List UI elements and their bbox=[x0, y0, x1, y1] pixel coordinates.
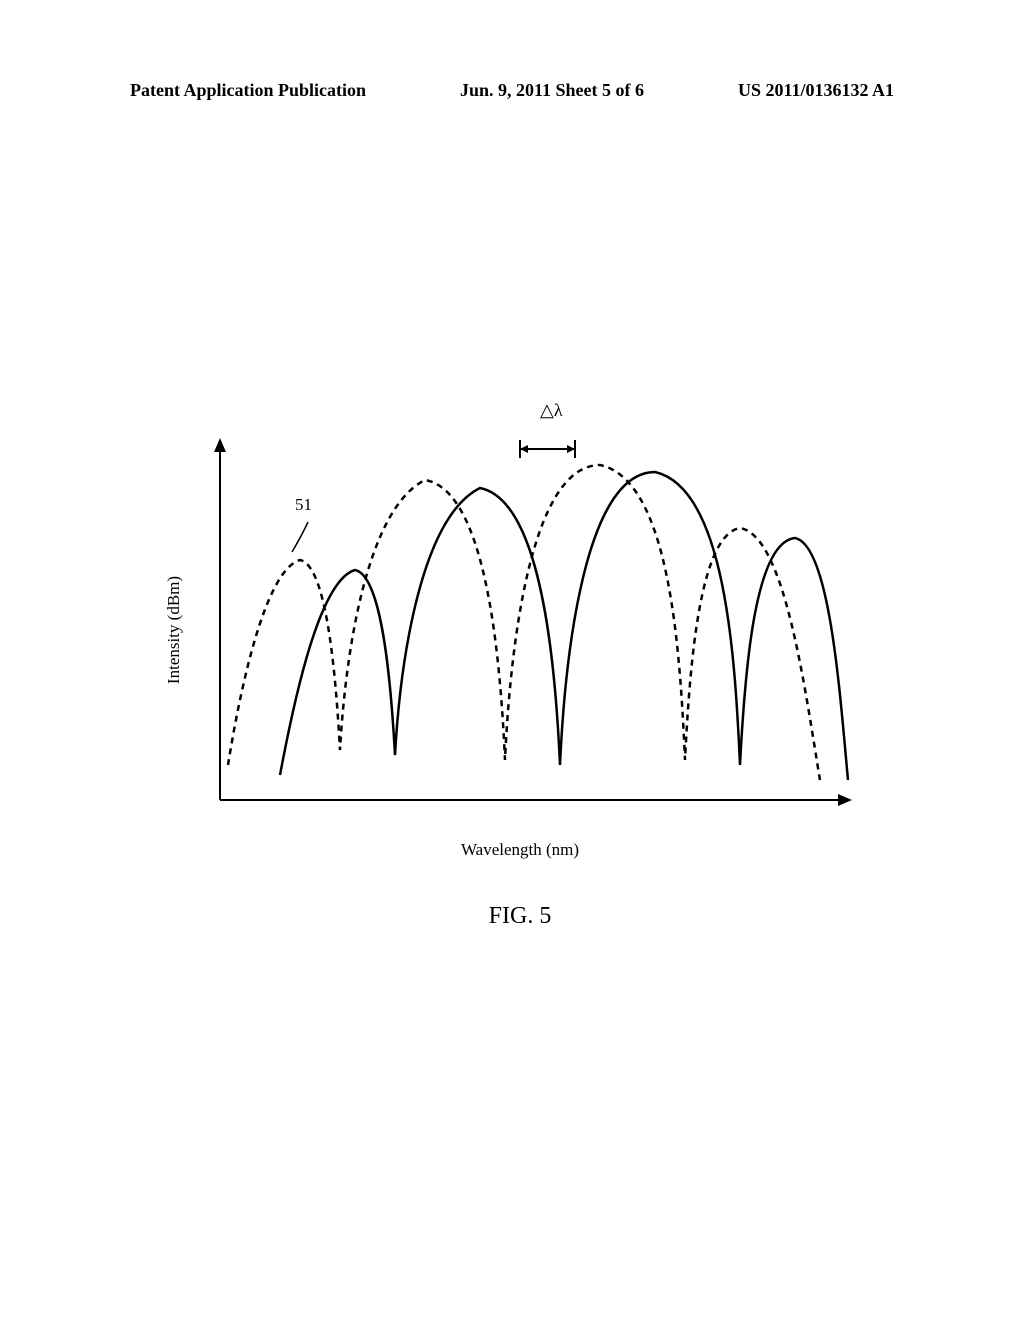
header-right: US 2011/0136132 A1 bbox=[738, 80, 894, 101]
figure-label: FIG. 5 bbox=[489, 903, 552, 930]
figure-container: △λ 51 Intensity (dBm) bbox=[180, 430, 860, 830]
x-axis-arrow bbox=[838, 794, 852, 806]
delta-marker bbox=[520, 440, 575, 458]
dashed-curve bbox=[228, 465, 820, 780]
curve-annotation-51: 51 bbox=[295, 495, 312, 515]
header-center: Jun. 9, 2011 Sheet 5 of 6 bbox=[460, 80, 644, 101]
header-left: Patent Application Publication bbox=[130, 80, 366, 101]
y-axis-arrow bbox=[214, 438, 226, 452]
chart-svg bbox=[180, 430, 860, 830]
annotation-leader bbox=[292, 522, 308, 552]
spectrum-chart: △λ 51 Intensity (dBm) bbox=[180, 430, 860, 830]
patent-header: Patent Application Publication Jun. 9, 2… bbox=[0, 80, 1024, 101]
delta-lambda-label: △λ bbox=[540, 400, 563, 421]
x-axis-label: Wavelength (nm) bbox=[461, 840, 579, 860]
y-axis-label: Intensity (dBm) bbox=[164, 576, 184, 684]
solid-curve bbox=[280, 472, 848, 780]
